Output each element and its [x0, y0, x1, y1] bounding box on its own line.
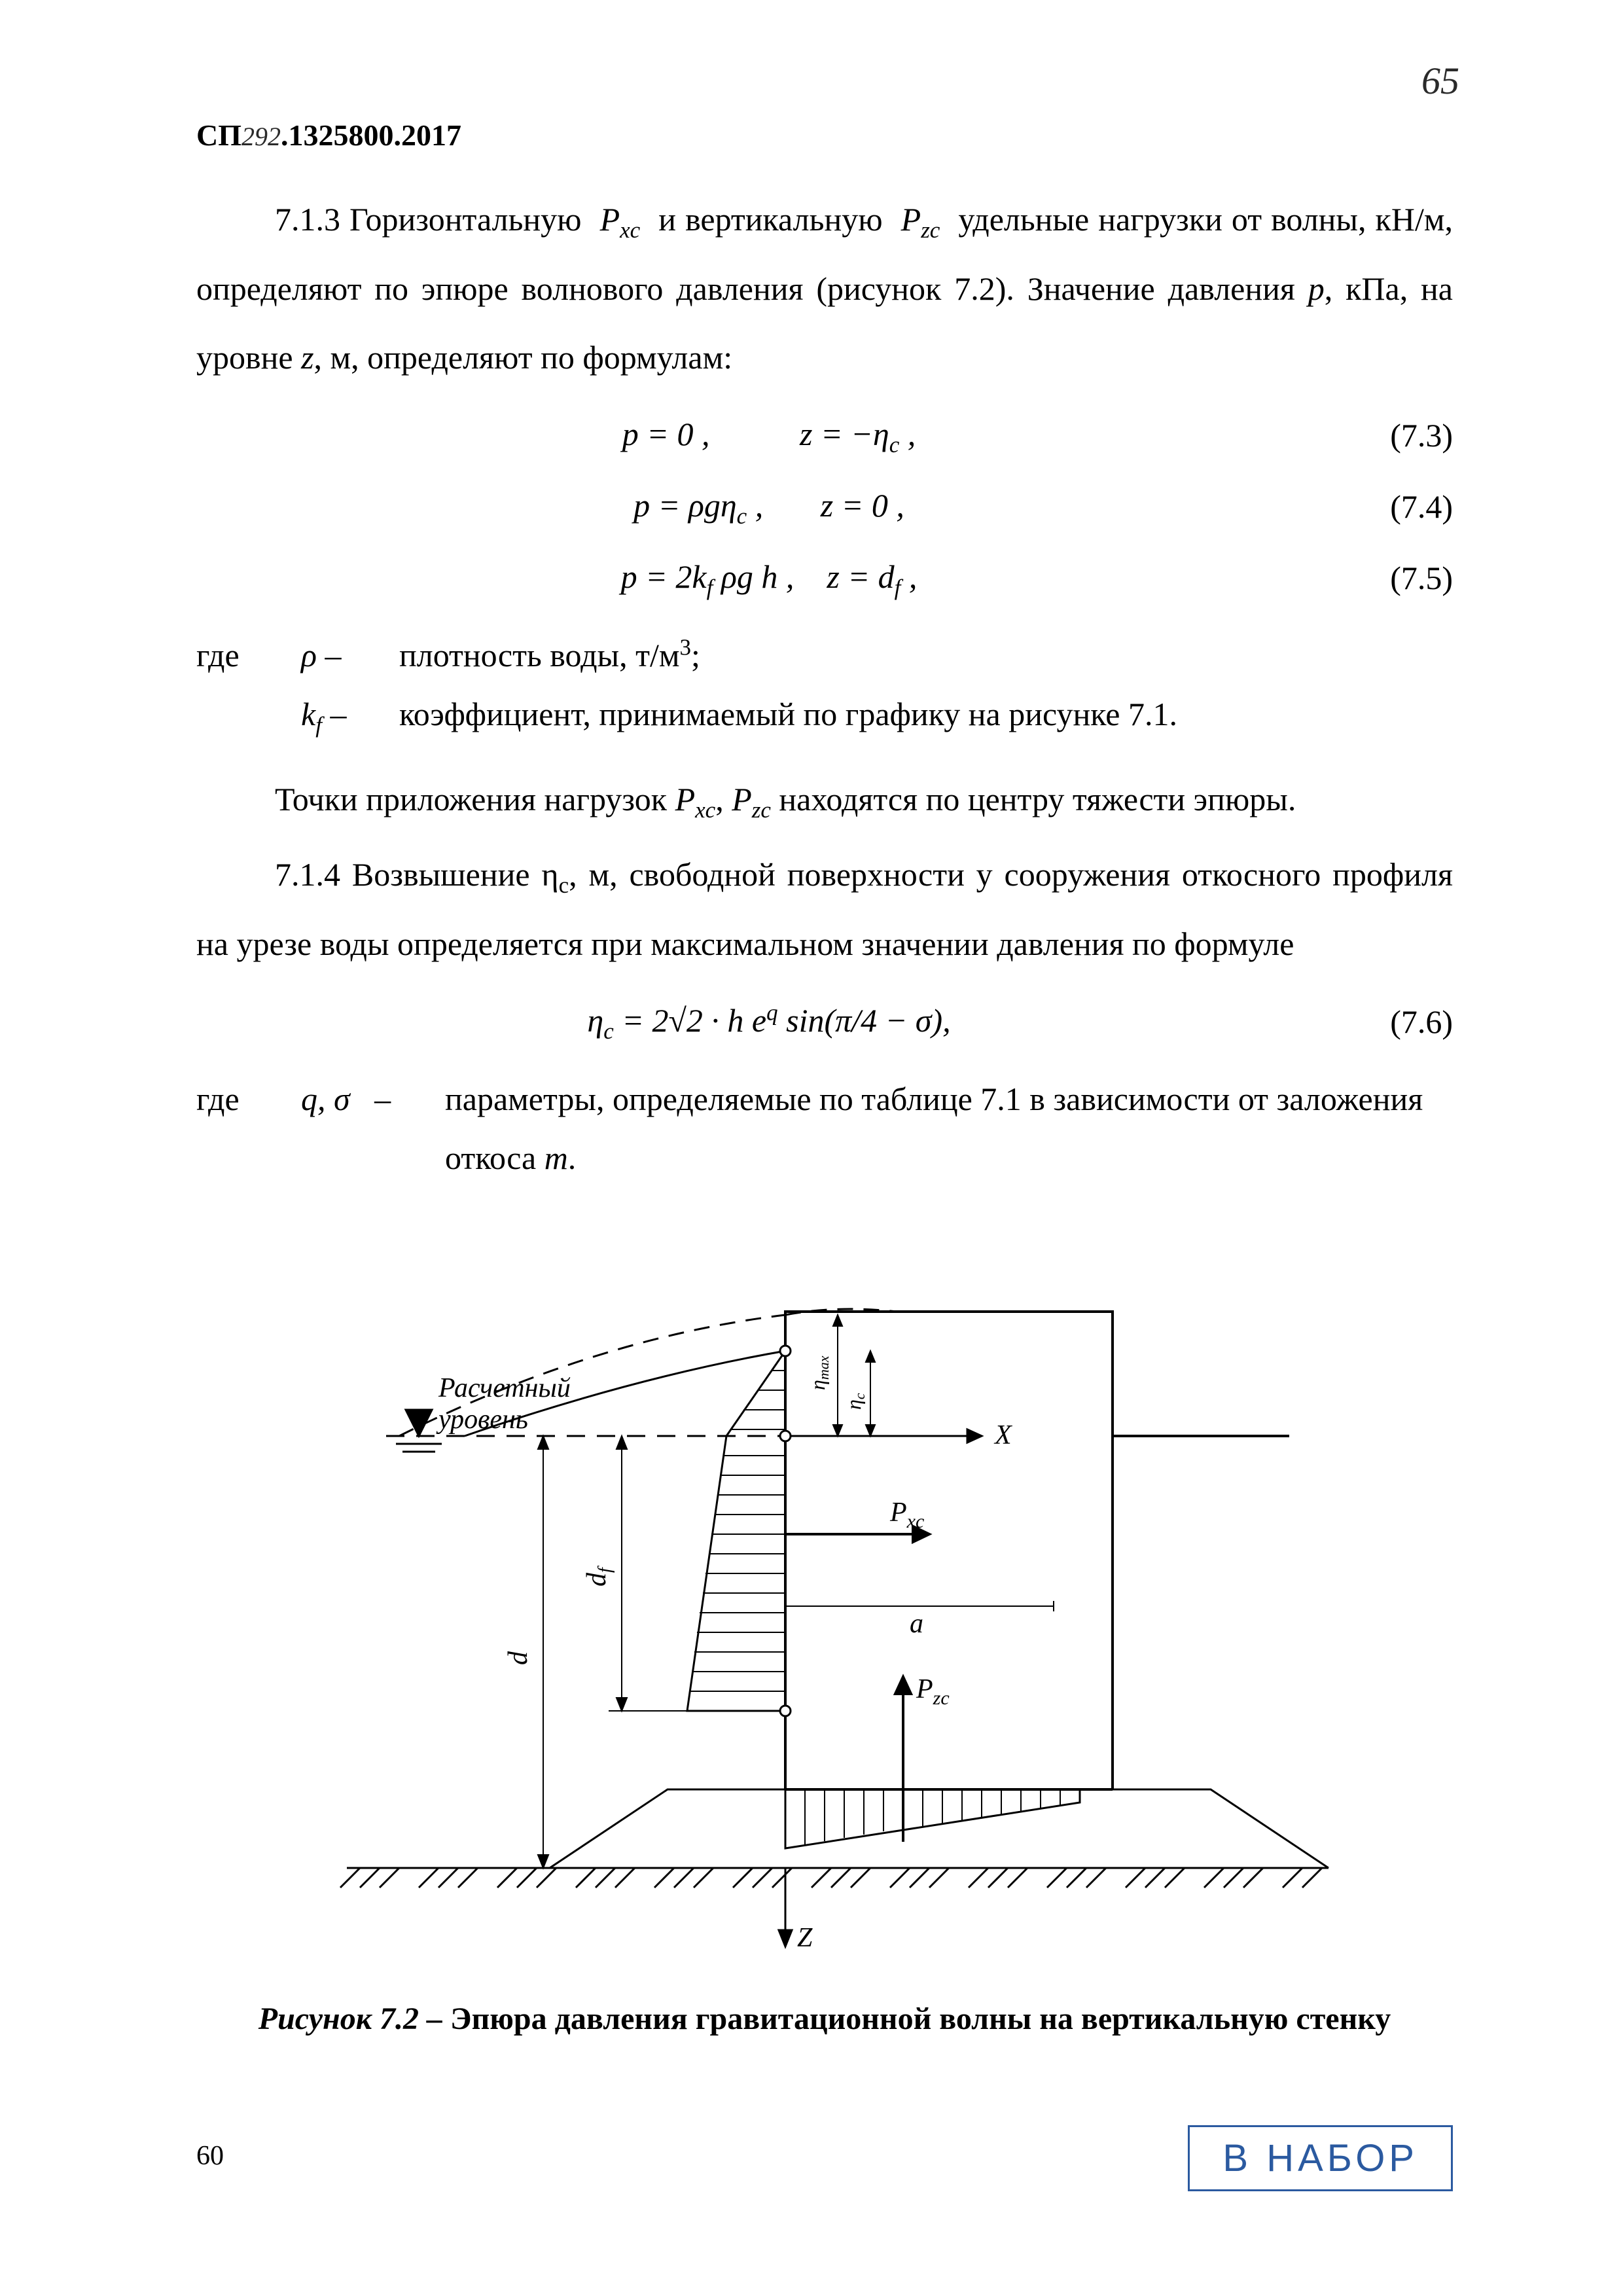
paragraph-7-1-3: 7.1.3 Горизонтальную Pxc и вертикальную …	[196, 185, 1453, 392]
figure-7-2: Расчетный уровень X Z	[196, 1213, 1453, 2043]
equation-7-6-formula: ηc = 2√2 · h eq sin(π/4 − σ),	[196, 994, 1342, 1050]
where-block-2: где q, σ – параметры, определяемые по та…	[196, 1069, 1453, 1187]
paragraph-7-1-4: 7.1.4 Возвышение ηc, м, свободной поверх…	[196, 840, 1453, 978]
where-label-2: где	[196, 1069, 301, 1187]
label-d: d	[503, 1651, 533, 1665]
equation-7-5-number: (7.5)	[1342, 552, 1453, 604]
where-sym-qsigma: q, σ –	[301, 1069, 445, 1187]
page: 65 СП292.1325800.2017 7.1.3 Горизонтальн…	[0, 0, 1623, 2296]
equation-7-5-formula: p = 2kf ρg h , z = df ,	[196, 550, 1342, 606]
figure-7-2-svg: Расчетный уровень X Z	[268, 1213, 1381, 1966]
page-number: 60	[196, 2140, 224, 2172]
where-def-qsigma: параметры, определяемые по таблице 7.1 в…	[445, 1069, 1453, 1187]
doc-code-insert: 292	[241, 122, 281, 151]
doc-code-prefix: СП	[196, 118, 241, 152]
document-code: СП292.1325800.2017	[196, 118, 1453, 152]
equation-7-4-number: (7.4)	[1342, 480, 1453, 533]
equation-7-3: p = 0 , z = −ηc , (7.3)	[196, 408, 1453, 463]
where-def-rho: плотность воды, т/м3;	[399, 626, 1453, 685]
equation-7-4: p = ρgηc , z = 0 , (7.4)	[196, 479, 1453, 535]
label-x-axis: X	[993, 1420, 1013, 1450]
label-pxc: Pxc	[889, 1498, 924, 1532]
paragraph-centroid: Точки приложения нагрузок Pxc, Pzc наход…	[196, 765, 1453, 834]
handwritten-page-number: 65	[1421, 59, 1459, 103]
label-z-axis: Z	[797, 1923, 813, 1953]
label-a: a	[910, 1609, 923, 1639]
figure-caption-lead: Рисунок 7.2 –	[259, 2001, 442, 2036]
equation-7-6-number: (7.6)	[1342, 996, 1453, 1048]
label-eta-max: ηmax	[806, 1355, 832, 1390]
where-block-1: где ρ – плотность воды, т/м3; kf – коэфф…	[196, 626, 1453, 745]
where-sym-rho: ρ –	[301, 626, 399, 685]
label-eta-c: ηc	[842, 1393, 868, 1410]
equation-7-3-formula: p = 0 , z = −ηc ,	[196, 408, 1342, 463]
where-sym-kf: kf –	[301, 685, 399, 745]
where-def-kf: коэффициент, принимаемый по графику на р…	[399, 685, 1453, 745]
where-label: где	[196, 626, 301, 685]
equation-7-3-number: (7.3)	[1342, 409, 1453, 461]
label-pzc: Pzc	[916, 1674, 950, 1709]
figure-caption-text: Эпюра давления гравитационной волны на в…	[442, 2001, 1391, 2036]
equation-7-5: p = 2kf ρg h , z = df , (7.5)	[196, 550, 1453, 606]
label-df: df	[582, 1566, 615, 1587]
equation-7-6: ηc = 2√2 · h eq sin(π/4 − σ), (7.6)	[196, 994, 1453, 1050]
stamp-v-nabor: В НАБОР	[1188, 2125, 1453, 2191]
equation-7-4-formula: p = ρgηc , z = 0 ,	[196, 479, 1342, 535]
figure-7-2-caption: Рисунок 7.2 – Эпюра давления гравитацион…	[196, 1996, 1453, 2043]
doc-code-suffix: .1325800.2017	[281, 118, 461, 152]
